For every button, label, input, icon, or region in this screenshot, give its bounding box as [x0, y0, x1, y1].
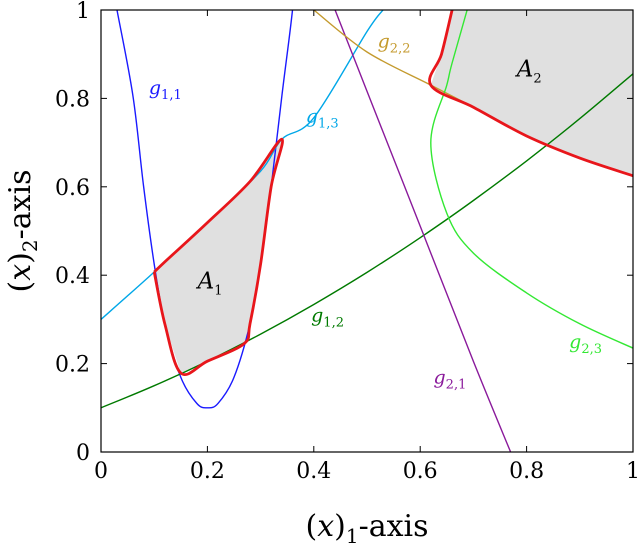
x-tick-label: 0.4 [296, 459, 331, 484]
y-tick-label: 0.8 [55, 87, 90, 112]
y-tick-label: 0.6 [55, 176, 90, 201]
y-axis-label: (x)2-axis [3, 169, 42, 292]
curve-g2-1 [334, 10, 512, 452]
plot-frame [100, 9, 634, 453]
curve-label-g1-3: g1,3 [306, 106, 339, 132]
curve-g2-3 [430, 10, 633, 349]
curve-label-g1-1: g1,1 [149, 77, 182, 103]
x-tick-label: 0.6 [403, 459, 438, 484]
labels-layer: g1,1 g1,2 g1,3 g2,1 g2,2 g2,3 A1 A2 [149, 31, 602, 393]
x-tick-label: 1 [626, 459, 640, 484]
x-tick-label: 0 [94, 459, 108, 484]
region-boundary-2 [428, 10, 633, 178]
curve-label-g2-3: g2,3 [569, 331, 602, 357]
y-tick-label: 0 [76, 441, 90, 466]
x-axis-label: (x)1-axis [305, 509, 428, 545]
curve-label-g2-2: g2,2 [378, 31, 411, 57]
axes-layer: 0 0.2 0.4 0.6 0.8 1 0 0.2 0.4 0.6 0.8 1 [55, 0, 640, 484]
curve-g1-1 [116, 10, 294, 409]
region-a1 [154, 139, 282, 373]
boundaries-layer [152, 10, 633, 376]
region-label-a2: A2 [515, 56, 542, 86]
curve-g1-2 [101, 73, 633, 409]
x-tick-label: 0.2 [190, 459, 225, 484]
curve-label-g1-2: g1,2 [311, 305, 344, 331]
region-boundary-1 [152, 137, 284, 376]
curve-label-g2-1: g2,1 [434, 366, 467, 392]
y-tick-label: 1 [76, 0, 90, 24]
region-a2 [430, 10, 633, 176]
region-label-a1: A1 [196, 268, 223, 298]
regions-layer [154, 10, 633, 373]
y-tick-label: 0.4 [55, 264, 90, 289]
y-tick-label: 0.2 [55, 353, 90, 378]
x-tick-label: 0.8 [509, 459, 544, 484]
